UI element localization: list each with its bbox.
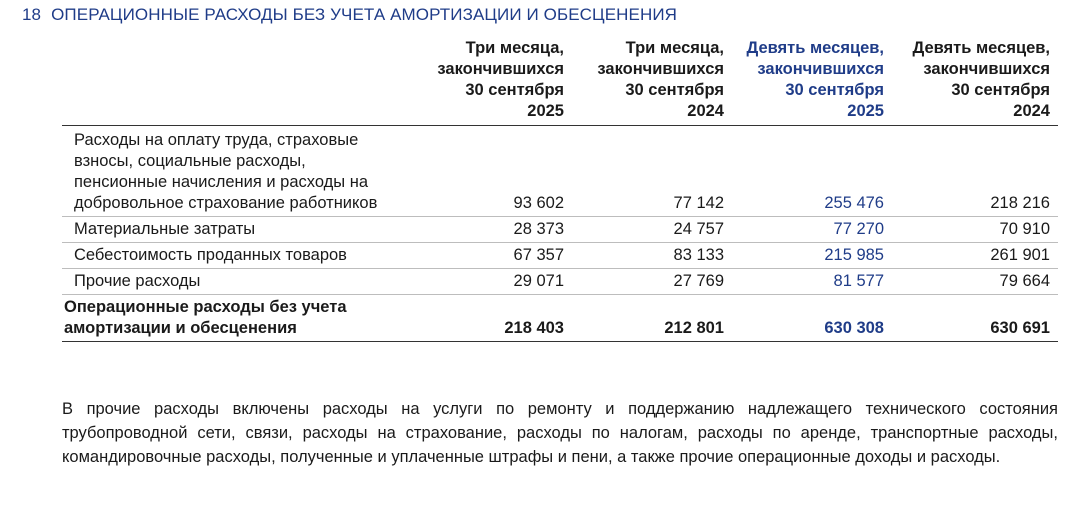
column-header-line: Девять месяцев, <box>912 39 1050 57</box>
total-value: 630 691 <box>892 294 1058 342</box>
total-value: 218 403 <box>412 294 572 342</box>
column-header-9m-2025: Девять месяцев, закончившихся 30 сентябр… <box>732 38 892 126</box>
column-header-line: 30 сентября <box>625 81 724 99</box>
column-header-9m-2024: Девять месяцев, закончившихся 30 сентябр… <box>892 38 1058 126</box>
column-header-q3-2024: Три месяца, закончившихся 30 сентября 20… <box>572 38 732 126</box>
footnote-paragraph: В прочие расходы включены расходы на усл… <box>62 399 1058 466</box>
table-row: Материальные затраты 28 373 24 757 77 27… <box>62 216 1058 243</box>
cell-value: 70 910 <box>892 216 1058 243</box>
total-value: 212 801 <box>572 294 732 342</box>
cell-value: 81 577 <box>732 268 892 295</box>
table-header-row: Три месяца, закончившихся 30 сентября 20… <box>62 38 1058 126</box>
column-header-line: 30 сентября <box>951 81 1050 99</box>
cell-value: 77 270 <box>732 216 892 243</box>
total-row: Операционные расходы без учета амортизац… <box>62 294 1058 342</box>
row-label: Прочие расходы <box>62 268 412 295</box>
column-header-year: 2024 <box>1013 102 1050 120</box>
cell-value: 67 357 <box>412 242 572 269</box>
total-value: 630 308 <box>732 294 892 342</box>
section-title: ОПЕРАЦИОННЫЕ РАСХОДЫ БЕЗ УЧЕТА АМОРТИЗАЦ… <box>51 5 678 24</box>
column-header-line: Девять месяцев, <box>746 39 884 57</box>
column-header-line: закончившихся <box>597 60 724 78</box>
cell-value: 24 757 <box>572 216 732 243</box>
cell-value: 255 476 <box>732 125 892 217</box>
cell-value: 28 373 <box>412 216 572 243</box>
cell-value: 77 142 <box>572 125 732 217</box>
column-header-line: Три месяца, <box>625 39 724 57</box>
cell-value: 215 985 <box>732 242 892 269</box>
cell-value: 261 901 <box>892 242 1058 269</box>
cell-value: 79 664 <box>892 268 1058 295</box>
cell-value: 218 216 <box>892 125 1058 217</box>
column-header-line: закончившихся <box>923 60 1050 78</box>
row-label: Материальные затраты <box>62 216 412 243</box>
table-row: Себестоимость проданных товаров 67 357 8… <box>62 242 1058 269</box>
column-header-line: 30 сентября <box>465 81 564 99</box>
table-row: Прочие расходы 29 071 27 769 81 577 79 6… <box>62 268 1058 295</box>
cell-value: 29 071 <box>412 268 572 295</box>
cell-value: 27 769 <box>572 268 732 295</box>
header-label-cell <box>62 38 412 126</box>
table-row: Расходы на оплату труда, страховые взнос… <box>62 125 1058 217</box>
column-header-line: закончившихся <box>757 60 884 78</box>
column-header-year: 2024 <box>687 102 724 120</box>
total-label: Операционные расходы без учета амортизац… <box>62 294 412 342</box>
row-label: Расходы на оплату труда, страховые взнос… <box>62 125 412 217</box>
operating-expenses-table: Три месяца, закончившихся 30 сентября 20… <box>62 38 1058 342</box>
column-header-line: 30 сентября <box>785 81 884 99</box>
column-header-year: 2025 <box>847 102 884 120</box>
cell-value: 93 602 <box>412 125 572 217</box>
column-header-year: 2025 <box>527 102 564 120</box>
column-header-q3-2025: Три месяца, закончившихся 30 сентября 20… <box>412 38 572 126</box>
column-header-line: Три месяца, <box>465 39 564 57</box>
cell-value: 83 133 <box>572 242 732 269</box>
column-header-line: закончившихся <box>437 60 564 78</box>
row-label: Себестоимость проданных товаров <box>62 242 412 269</box>
section-heading: 18 ОПЕРАЦИОННЫЕ РАСХОДЫ БЕЗ УЧЕТА АМОРТИЗ… <box>22 5 677 25</box>
section-number: 18 <box>22 5 42 24</box>
